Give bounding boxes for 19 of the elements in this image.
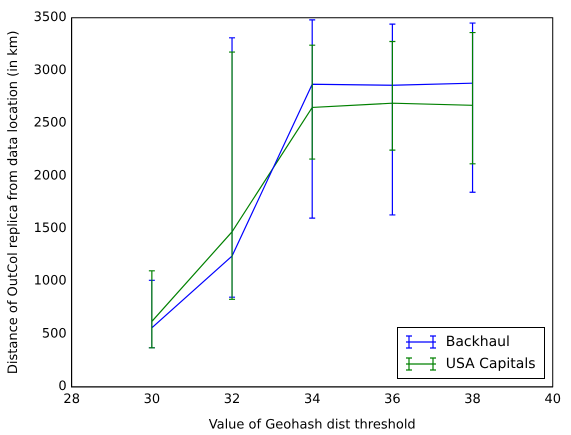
x-tick-label: 34: [304, 392, 320, 407]
y-axis-title: Distance of OutCol replica from data location (in km): [6, 30, 22, 374]
y-tick-label: 2500: [34, 116, 67, 131]
x-tick-label: 36: [384, 392, 401, 407]
y-tick-label: 3500: [34, 10, 67, 26]
legend-label: Backhaul: [446, 332, 510, 352]
x-tick-label: 30: [144, 392, 160, 407]
x-tick-label: 32: [224, 392, 240, 407]
y-tick-label: 3000: [34, 62, 67, 78]
y-tick-label: 1500: [34, 221, 67, 236]
x-tick-label: 28: [63, 392, 80, 407]
y-tick-label: 500: [42, 326, 67, 342]
legend-label: USA Capitals: [446, 354, 536, 374]
x-axis-title: Value of Geohash dist threshold: [208, 418, 416, 433]
x-tick-label: 38: [464, 392, 481, 407]
y-tick-label: 1000: [34, 274, 67, 289]
y-tick-label: 2000: [34, 168, 67, 184]
x-tick-label: 40: [544, 392, 561, 407]
y-tick-label: 0: [58, 379, 67, 394]
